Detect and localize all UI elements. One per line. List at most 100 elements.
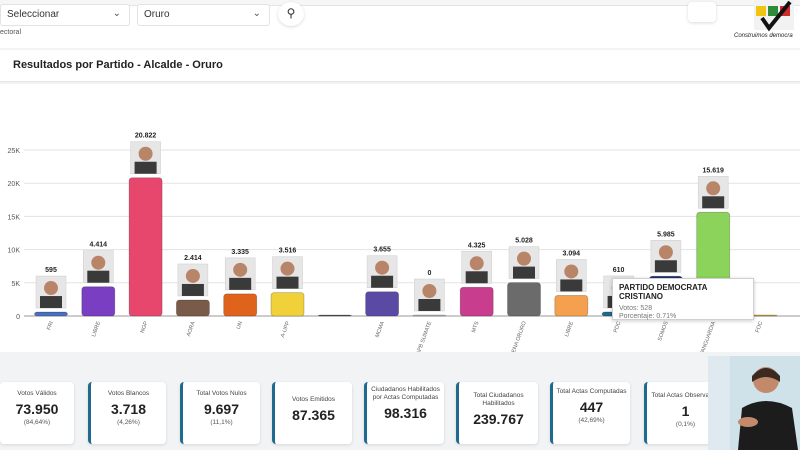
x-tick-label: MTS [471,320,481,333]
data-label: 0 [427,270,431,277]
stat-label: Total Actas Computadas [556,388,627,395]
candidate-body [276,276,299,289]
candidate-body [87,270,110,283]
candidate-face [517,251,531,266]
x-tick-label: PDC [613,321,623,334]
tooltip-votes: Votos: 528 [619,305,653,312]
candidate-body [654,260,677,273]
data-label: 3.094 [563,250,581,257]
department-select[interactable]: Oruro ⌄ [137,4,270,26]
first-select[interactable]: Seleccionar ⌄ [0,4,130,26]
tooltip-title: PARTIDO DEMOCRATA CRISTIANO [619,283,708,301]
candidate-face [91,255,106,270]
bar [128,177,163,317]
y-tick-label: 20K [8,181,21,188]
candidate-face [138,146,153,161]
bar [554,295,589,317]
stat-value: 239.767 [473,411,524,427]
x-tick-label: APB SUMATE [416,320,434,352]
chart-tooltip: PARTIDO DEMOCRATA CRISTIANO Votos: 528 P… [612,278,754,320]
candidate-face [564,264,579,279]
candidate-face [469,256,484,271]
stat-card-emitted-votes: Votos Emitidos 87.365 [272,382,352,444]
stat-value: 1 [681,403,690,419]
data-label: 5.985 [657,231,675,238]
candidate-face [280,261,295,276]
stat-card-null-votes: Total Votos Nulos 9.697 (11,1%) [180,382,260,444]
candidate-body [702,196,725,209]
x-tick-label: NGP [140,320,150,334]
stat-value: 3.718 [110,401,147,417]
candidate-body [371,275,394,288]
data-label: 2.414 [184,255,202,262]
stats-row: Votos Válidos 73.950 (84,64%) Votos Blan… [0,366,800,450]
oep-logo [754,0,794,32]
search-button[interactable]: ⚲ [278,2,304,26]
data-label: 3.335 [231,249,249,256]
y-tick-label: 5K [11,281,20,288]
data-label: 610 [613,267,625,274]
url-bar[interactable] [0,0,800,6]
logo-text: Construimos democra [734,33,793,39]
y-tick-label: 0 [16,314,20,321]
data-label: 3.655 [373,247,391,254]
bar [81,286,116,317]
stat-value: 73.950 [15,401,59,417]
stat-label: Total Ciudadanos Habilitados [473,392,524,407]
bar [365,291,400,317]
candidate-face [375,260,390,275]
bar [412,314,447,317]
candidate-body [181,283,204,296]
stat-card-valid-votes: Votos Válidos 73.950 (84,64%) [0,382,74,444]
candidate-body [513,266,535,279]
stat-value: 9.697 [203,401,240,417]
candidate-body [229,277,252,290]
top-toolbar: Seleccionar ⌄ Oruro ⌄ ⚲ ectoral Construi… [0,0,800,48]
candidate-body [134,161,157,174]
data-label: 15.619 [702,167,724,174]
x-tick-label: MCMA [375,320,386,338]
x-tick-label: AORA [186,320,197,337]
x-tick-label: NENA ORURO [510,320,529,352]
candidate-face [185,268,200,283]
data-label: 4.325 [468,242,486,249]
stat-percent: (0,1%) [675,421,696,428]
stat-label: Votos Válidos [17,390,57,397]
x-tick-label: LIBRE [564,320,575,337]
stat-card-total-enabled: Total Ciudadanos Habilitados 239.767 [456,382,538,444]
bar [175,299,210,317]
x-tick-label: SOMOS [657,320,670,342]
stat-label: Votos Emitidos [292,396,335,403]
stat-percent: (11,1%) [210,419,233,426]
x-tick-label: FRI [46,320,55,331]
candidate-face [422,284,437,298]
stat-value: 87.365 [292,407,335,423]
interpreter-figure [708,356,800,450]
stat-percent: (4,26%) [117,419,140,426]
x-tick-label: A-UPP [280,320,292,338]
data-label: 3.516 [279,248,297,255]
toolbar-button[interactable] [688,2,716,22]
candidate-face [44,281,58,296]
subheader-text: ectoral [0,29,22,36]
stat-label: Total Actas Observadas [651,392,720,399]
stat-label: Total Votos Nulos [196,390,247,397]
candidate-body [40,296,62,309]
stat-value: 98.316 [384,405,427,421]
stat-value: 447 [579,399,604,415]
results-card-header [0,50,800,82]
bar [317,314,352,317]
page-title: Resultados por Partido - Alcalde - Oruro [13,59,223,71]
bar [223,293,258,317]
tooltip-percent: Porcentaje: 0.71% [619,313,677,320]
candidate-face [233,262,248,277]
x-tick-label: UN [236,321,244,331]
stat-percent: (84,64%) [23,419,51,426]
bar [507,282,541,317]
data-label: 20.822 [135,133,157,140]
stat-label: Ciudadanos Habilitados por Actas Computa… [371,386,440,401]
first-select-value: Seleccionar [7,9,60,20]
data-label: 4.414 [90,242,108,249]
bar [34,311,68,317]
y-tick-label: 10K [8,248,21,255]
